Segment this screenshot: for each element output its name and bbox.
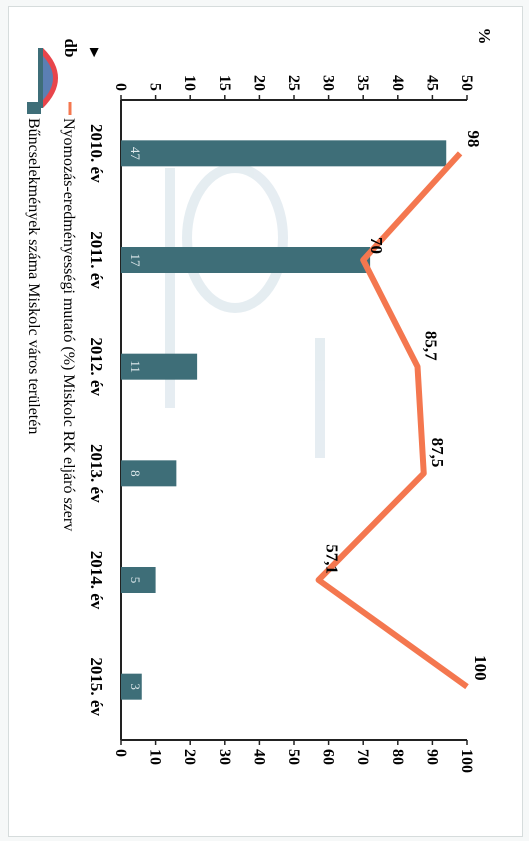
left-axis-tick-label: 45 — [423, 75, 440, 91]
scan-smudge: ▶ — [88, 48, 102, 58]
right-axis-tick-label: 100 — [458, 749, 475, 773]
line-series — [315, 151, 469, 690]
left-axis-tick-label: 15 — [216, 75, 233, 91]
bar — [121, 567, 156, 593]
category-label: 2013. év — [87, 444, 106, 503]
bar — [121, 140, 447, 167]
line-value-label: 85,7 — [422, 331, 441, 361]
line-value-label: 100 — [471, 655, 490, 681]
line-value-label: 87,5 — [428, 438, 447, 468]
line-value-label: 98 — [464, 130, 483, 147]
category-label: 2012. év — [87, 337, 106, 396]
bar — [120, 353, 198, 380]
left-axis-tick-label: 35 — [354, 75, 371, 91]
right-axis-tick-label: 90 — [423, 749, 440, 765]
right-axis-tick-label: 30 — [216, 749, 233, 765]
category-label: 2015. év — [87, 657, 106, 716]
right-axis-tick-label: 10 — [147, 749, 164, 765]
left-axis-tick-label: 20 — [250, 75, 267, 91]
left-axis-unit: db — [61, 39, 80, 58]
bar-value-label: 3 — [128, 683, 143, 690]
police-emblem — [38, 48, 58, 108]
left-axis-tick-label: 50 — [458, 75, 475, 91]
left-axis-tick-label: 25 — [285, 75, 302, 91]
left-axis-tick-label: 30 — [320, 75, 337, 91]
left-axis-tick-label: 5 — [147, 83, 164, 91]
bar-value-label: 11 — [128, 360, 143, 373]
bar-value-label: 47 — [128, 147, 143, 161]
legend-label-line: Nyomozás-eredményességi mutató (%) Misko… — [60, 118, 77, 531]
watermark — [165, 163, 325, 458]
bar — [121, 247, 371, 273]
bar-value-label: 8 — [128, 470, 143, 477]
right-axis-tick-label: 80 — [389, 749, 406, 765]
right-axis-tick-label: 40 — [250, 749, 267, 765]
right-axis-tick-label: 0 — [112, 749, 129, 757]
legend-swatch-bar — [27, 102, 41, 114]
bar-value-label: 17 — [128, 254, 143, 268]
legend: Bűncselekmények száma Miskolc város terü… — [25, 102, 77, 531]
category-label: 2014. év — [87, 551, 106, 610]
bar-value-label: 5 — [128, 577, 143, 584]
legend-label-bar: Bűncselekmények száma Miskolc város terü… — [25, 118, 42, 434]
bar — [121, 673, 142, 700]
left-axis-tick-label: 0 — [112, 83, 129, 91]
right-axis-unit: % — [475, 28, 494, 45]
left-axis-tick-label: 10 — [181, 75, 198, 91]
category-label: 2010. év — [87, 124, 106, 183]
right-axis-tick-label: 50 — [285, 749, 302, 765]
category-label: 2011. év — [87, 231, 106, 289]
right-axis-tick-label: 20 — [181, 749, 198, 765]
line-value-label: 70 — [367, 237, 386, 254]
right-axis-tick-label: 60 — [320, 749, 337, 765]
right-axis-tick-label: 70 — [354, 749, 371, 765]
left-axis-tick-label: 40 — [389, 75, 406, 91]
line-value-label: 57,1 — [323, 544, 342, 574]
bar — [120, 460, 177, 487]
